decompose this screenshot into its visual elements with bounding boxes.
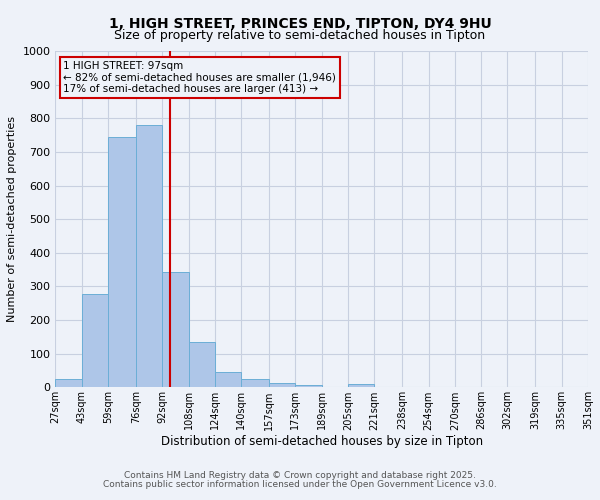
Bar [55,379,82,388]
Text: Contains HM Land Registry data © Crown copyright and database right 2025.: Contains HM Land Registry data © Crown c… [124,471,476,480]
Text: 1 HIGH STREET: 97sqm
← 82% of semi-detached houses are smaller (1,946)
17% of se: 1 HIGH STREET: 97sqm ← 82% of semi-detac… [64,61,336,94]
X-axis label: Distribution of semi-detached houses by size in Tipton: Distribution of semi-detached houses by … [161,435,483,448]
Bar [215,372,241,388]
Bar [348,384,374,388]
Bar [82,294,108,388]
Bar [162,272,188,388]
Bar [269,383,295,388]
Bar [136,126,162,388]
Text: Contains public sector information licensed under the Open Government Licence v3: Contains public sector information licen… [103,480,497,489]
Bar [241,378,269,388]
Bar [188,342,215,388]
Text: Size of property relative to semi-detached houses in Tipton: Size of property relative to semi-detach… [115,29,485,42]
Bar [295,385,322,388]
Text: 1, HIGH STREET, PRINCES END, TIPTON, DY4 9HU: 1, HIGH STREET, PRINCES END, TIPTON, DY4… [109,18,491,32]
Y-axis label: Number of semi-detached properties: Number of semi-detached properties [7,116,17,322]
Bar [108,137,136,388]
